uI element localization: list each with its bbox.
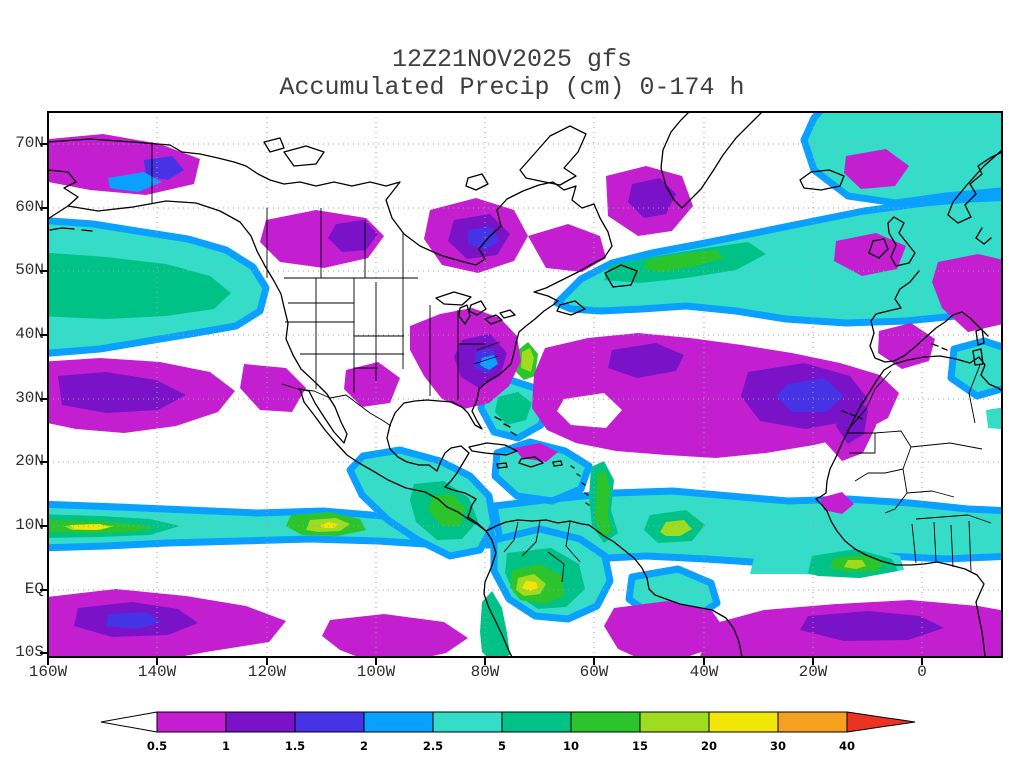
lat-tick-label: 50N [15, 261, 44, 279]
lat-tick-label: 30N [15, 389, 44, 407]
lon-tick-label: 60W [579, 663, 609, 681]
lon-tick-label: 160W [28, 663, 68, 681]
colorbar-arrow-right [846, 711, 916, 733]
colorbar-arrow-left [100, 711, 158, 733]
lon-tick-label: 20W [798, 663, 828, 681]
colorbar-segment [156, 711, 227, 733]
map-frame [47, 111, 1003, 658]
precip-field [48, 112, 1002, 657]
lon-tick-label: 40W [689, 663, 719, 681]
colorbar-segment [432, 711, 503, 733]
colorbar-segment [501, 711, 572, 733]
lon-tick-label: 100W [356, 663, 396, 681]
colorbar-segment [708, 711, 779, 733]
lon-tick-label: 0 [917, 663, 927, 681]
lon-tick-label: 120W [247, 663, 287, 681]
colorbar-level-label: 30 [770, 739, 786, 753]
title-line-2: Accumulated Precip (cm) 0-174 h [279, 73, 745, 102]
precip-map [40, 111, 1003, 665]
title-line-1: 12Z21NOV2025 gfs [391, 45, 633, 74]
lat-tick-label: EQ [24, 580, 44, 598]
colorbar-level-label: 2.5 [423, 739, 443, 753]
lat-tick-label: 40N [15, 325, 44, 343]
chart-title: 12Z21NOV2025 gfs Accumulated Precip (cm)… [0, 46, 1024, 102]
colorbar-level-label: 10 [563, 739, 579, 753]
colorbar-level-label: 20 [701, 739, 717, 753]
colorbar-segment [777, 711, 848, 733]
colorbar-level-label: 0.5 [147, 739, 167, 753]
lon-tick-label: 140W [137, 663, 177, 681]
colorbar-level-label: 1.5 [285, 739, 305, 753]
colorbar-segment [225, 711, 296, 733]
political-borders [151, 142, 992, 583]
colorbar-segment [294, 711, 365, 733]
colorbar-level-label: 40 [839, 739, 855, 753]
lat-tick-label: 70N [15, 134, 44, 152]
lat-tick-label: 10N [15, 516, 44, 534]
lat-tick-label: 20N [15, 452, 44, 470]
colorbar-level-label: 2 [360, 739, 368, 753]
axis-ticks [40, 143, 923, 665]
colorbar-level-label: 5 [498, 739, 506, 753]
colorbar-segment [639, 711, 710, 733]
lat-tick-label: 60N [15, 198, 44, 216]
colorbar-level-label: 1 [222, 739, 230, 753]
lat-tick-label: 10S [15, 643, 44, 661]
lon-tick-label: 80W [470, 663, 500, 681]
colorbar-segment [363, 711, 434, 733]
colorbar-level-label: 15 [632, 739, 648, 753]
colorbar-segment [570, 711, 641, 733]
colorbar: 0.5 1 1.5 2 2.5 5 10 15 20 30 40 [100, 711, 916, 753]
